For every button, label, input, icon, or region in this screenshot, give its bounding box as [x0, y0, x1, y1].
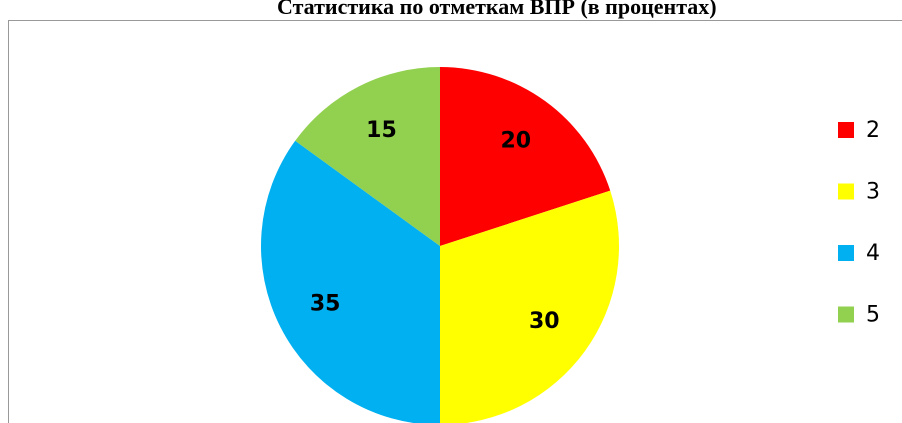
- legend-label: 2: [866, 118, 880, 143]
- legend-swatch: [838, 306, 854, 323]
- pie-slice: [261, 140, 440, 423]
- legend-swatch: [838, 183, 854, 200]
- legend-label: 5: [866, 303, 880, 328]
- chart-title: Статистика по отметкам ВПР (в процентах): [277, 0, 717, 19]
- data-label: 15: [366, 118, 397, 143]
- data-label: 20: [500, 129, 531, 154]
- pie-slice: [440, 190, 619, 423]
- pie-slice: [440, 67, 611, 246]
- legend-label: 3: [866, 180, 880, 205]
- chart-frame: [8, 20, 902, 423]
- data-label: 30: [529, 309, 560, 334]
- legend-label: 4: [866, 241, 880, 266]
- legend-swatch: [838, 245, 854, 261]
- legend-swatch: [838, 122, 854, 138]
- data-label: 35: [310, 292, 341, 317]
- pie-slice: [295, 67, 440, 246]
